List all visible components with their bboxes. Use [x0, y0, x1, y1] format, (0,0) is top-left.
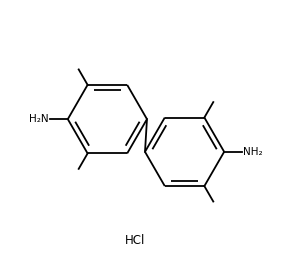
Text: H₂N: H₂N — [29, 114, 49, 124]
Text: NH₂: NH₂ — [243, 147, 263, 157]
Text: HCl: HCl — [125, 234, 145, 247]
